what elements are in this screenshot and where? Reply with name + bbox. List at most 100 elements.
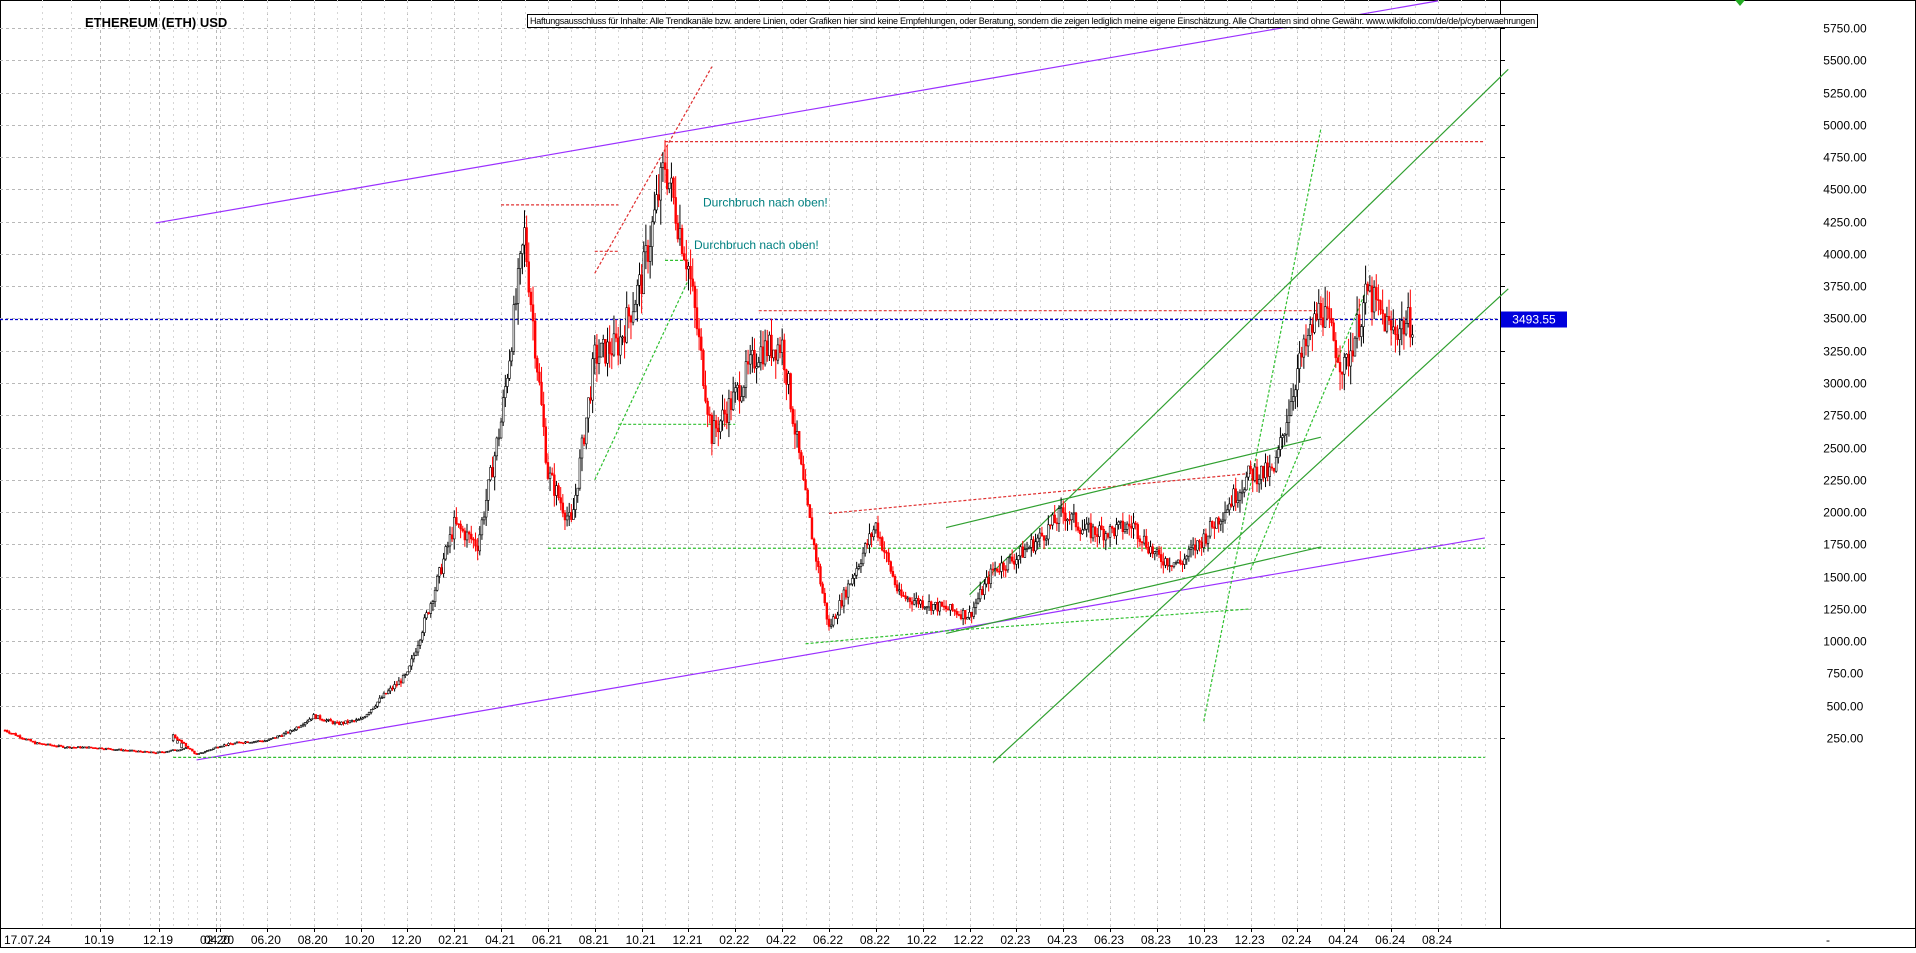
- candle-body: [81, 746, 84, 749]
- candle-body: [301, 724, 305, 727]
- candle-body: [951, 604, 954, 611]
- signal-marker: [1735, 0, 1745, 6]
- candle-body: [448, 534, 452, 547]
- candle-body: [815, 544, 818, 562]
- candle-body: [57, 745, 61, 747]
- candle-body: [348, 720, 352, 723]
- candle-body: [1411, 334, 1414, 338]
- candle-body: [206, 750, 209, 753]
- candle-body: [944, 605, 948, 610]
- y-tick-label: 2250.00: [1823, 474, 1867, 488]
- candle-body: [59, 745, 63, 747]
- y-tick-label: 5500.00: [1823, 54, 1867, 68]
- candle-body: [139, 750, 142, 753]
- candle-body: [508, 360, 511, 379]
- candle-body: [314, 714, 318, 719]
- candle-body: [836, 614, 839, 619]
- candle-body: [1245, 476, 1248, 491]
- candle-body: [868, 533, 871, 546]
- x-tick-label: 04.20: [204, 933, 234, 947]
- candle-body: [719, 420, 722, 433]
- candle-body: [846, 583, 850, 598]
- candle-body: [891, 571, 895, 577]
- candle-body: [178, 739, 181, 742]
- candle-body: [5, 729, 9, 733]
- candle-body: [900, 589, 903, 596]
- candle-body: [461, 528, 464, 532]
- candle-body: [606, 341, 609, 364]
- candle-body: [853, 574, 856, 579]
- candle-body: [704, 385, 707, 402]
- candle-body: [1115, 524, 1118, 537]
- candle-body: [489, 467, 492, 481]
- y-tick-label: 1000.00: [1823, 635, 1867, 649]
- candle-body: [176, 737, 179, 741]
- candle-body: [1164, 558, 1167, 566]
- x-tick-label: 12.20: [391, 933, 421, 947]
- candle-body: [423, 617, 426, 633]
- candle-body: [1334, 340, 1337, 359]
- candle-body: [863, 543, 867, 554]
- candle-body: [717, 427, 720, 433]
- candle-body: [1323, 306, 1327, 328]
- candle-body: [1219, 520, 1223, 525]
- x-tick-label: 10.21: [626, 933, 656, 947]
- candle-body: [659, 167, 662, 201]
- candle-body: [237, 741, 241, 744]
- candle-body: [749, 354, 752, 365]
- candle-body: [1187, 549, 1191, 557]
- candle-body: [753, 350, 756, 369]
- candle-body: [1157, 549, 1161, 555]
- annotation-label: Durchbruch nach oben!: [694, 238, 819, 252]
- x-tick-label: 06.23: [1094, 933, 1124, 947]
- candle-body: [1402, 320, 1406, 335]
- candle-body: [1294, 389, 1297, 397]
- candle-body: [1062, 507, 1065, 514]
- candle-body: [23, 738, 26, 740]
- candle-body: [778, 344, 782, 353]
- candle-body: [800, 452, 803, 465]
- candle-body: [593, 344, 596, 360]
- candle-body: [431, 601, 435, 604]
- candle-body: [1140, 541, 1144, 544]
- candle-body: [966, 617, 969, 620]
- candle-body: [150, 751, 153, 754]
- candle-body: [367, 712, 371, 715]
- candle-body: [167, 750, 170, 753]
- candle-body: [299, 725, 303, 728]
- candle-body: [391, 687, 394, 690]
- candle-body: [591, 358, 594, 401]
- candle-body: [700, 336, 703, 351]
- x-tick-label: 04.21: [485, 933, 515, 947]
- candle-body: [14, 733, 17, 736]
- candle-body: [533, 320, 537, 359]
- candle-body: [548, 472, 552, 479]
- candle-body: [661, 162, 665, 168]
- candle-body: [550, 472, 554, 476]
- candle-body: [174, 734, 177, 739]
- candle-body: [235, 741, 239, 744]
- candle-body: [240, 741, 243, 744]
- candle-body: [1321, 317, 1325, 328]
- candle-body: [470, 533, 473, 540]
- candle-body: [631, 311, 635, 323]
- candle-body: [604, 339, 607, 364]
- candle-body: [1064, 512, 1067, 522]
- candle-body: [712, 420, 716, 444]
- candle-body: [695, 307, 699, 330]
- candle-body: [646, 245, 650, 262]
- candle-body: [608, 341, 611, 354]
- candle-body: [1260, 465, 1263, 480]
- candle-body: [838, 600, 841, 616]
- candle-body: [921, 600, 924, 608]
- candle-body: [642, 251, 645, 294]
- candle-body: [585, 417, 588, 445]
- candle-body: [851, 578, 854, 585]
- candle-body: [1385, 316, 1389, 332]
- candle-body: [859, 563, 863, 567]
- candle-body: [1338, 362, 1342, 373]
- candle-body: [1234, 488, 1237, 504]
- candle-body: [476, 545, 479, 552]
- candle-body: [1106, 533, 1110, 538]
- candle-body: [104, 747, 108, 750]
